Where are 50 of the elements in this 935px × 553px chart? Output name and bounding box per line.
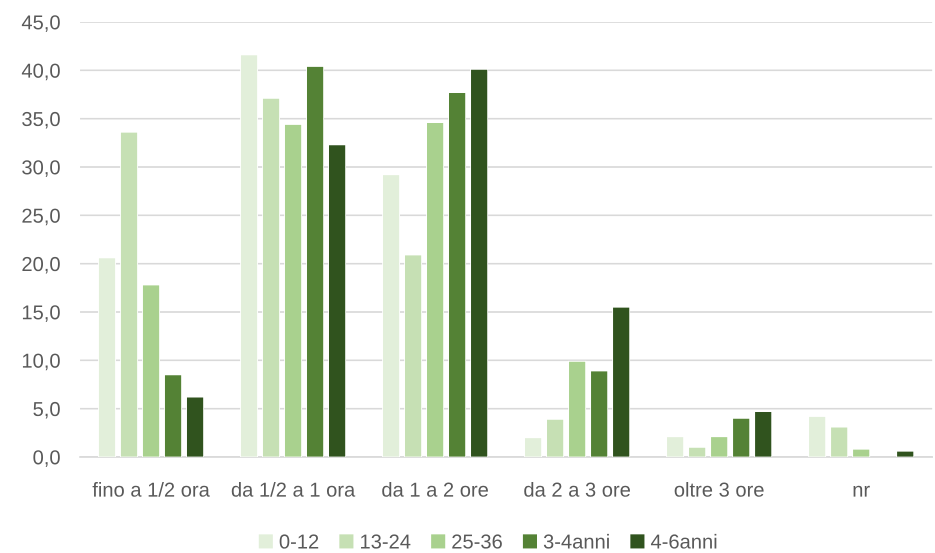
bar [590, 370, 608, 457]
bar [142, 284, 160, 457]
x-tick-label: nr [854, 486, 870, 497]
bar [612, 306, 630, 457]
legend-label: 25-36 [452, 534, 502, 549]
y-tick-label: 25,0 [22, 208, 60, 226]
bar [732, 418, 750, 457]
y-tick-label: 45,0 [22, 15, 60, 32]
bar [240, 54, 258, 457]
bar [688, 446, 706, 457]
y-tick-label: 5,0 [33, 402, 60, 419]
bar [382, 174, 400, 457]
x-tick-label: da 1 a 2 ore [382, 482, 488, 497]
bar [808, 416, 826, 457]
bar [120, 132, 138, 457]
x-tick-label: da 1/2 a 1 ora [232, 482, 356, 497]
bar [306, 66, 324, 457]
legend-label: 0-12 [280, 534, 318, 549]
y-tick-label: 10,0 [22, 354, 60, 370]
bar [328, 144, 346, 457]
bar [448, 92, 466, 457]
y-tick-label: 35,0 [22, 112, 60, 129]
y-tick-label: 15,0 [22, 305, 60, 322]
x-tick-label: da 2 a 3 ore [524, 482, 630, 497]
bar [186, 396, 204, 457]
bar [164, 374, 182, 457]
bar [470, 68, 488, 457]
y-tick-label: 0,0 [33, 450, 60, 467]
bar [666, 436, 684, 457]
bar [830, 426, 848, 457]
legend-label: 4-6anni [650, 534, 716, 549]
x-tick-label: oltre 3 ore [674, 482, 764, 497]
bar [754, 411, 772, 457]
bar [98, 257, 116, 457]
bar [896, 450, 914, 457]
bar [546, 418, 564, 457]
bar [524, 437, 542, 457]
x-tick-label: fino a 1/2 ora [92, 482, 210, 497]
bar [710, 436, 728, 457]
y-tick-label: 20,0 [22, 256, 60, 274]
bar [404, 254, 422, 457]
bar [852, 448, 870, 457]
bar [426, 122, 444, 457]
legend-label: 3-4anni [544, 534, 609, 549]
bar [568, 360, 586, 457]
bar [262, 98, 280, 457]
legend-label: 13-24 [361, 534, 410, 549]
bar [284, 124, 302, 457]
y-tick-label: 40,0 [22, 64, 60, 80]
y-tick-label: 30,0 [22, 160, 60, 177]
